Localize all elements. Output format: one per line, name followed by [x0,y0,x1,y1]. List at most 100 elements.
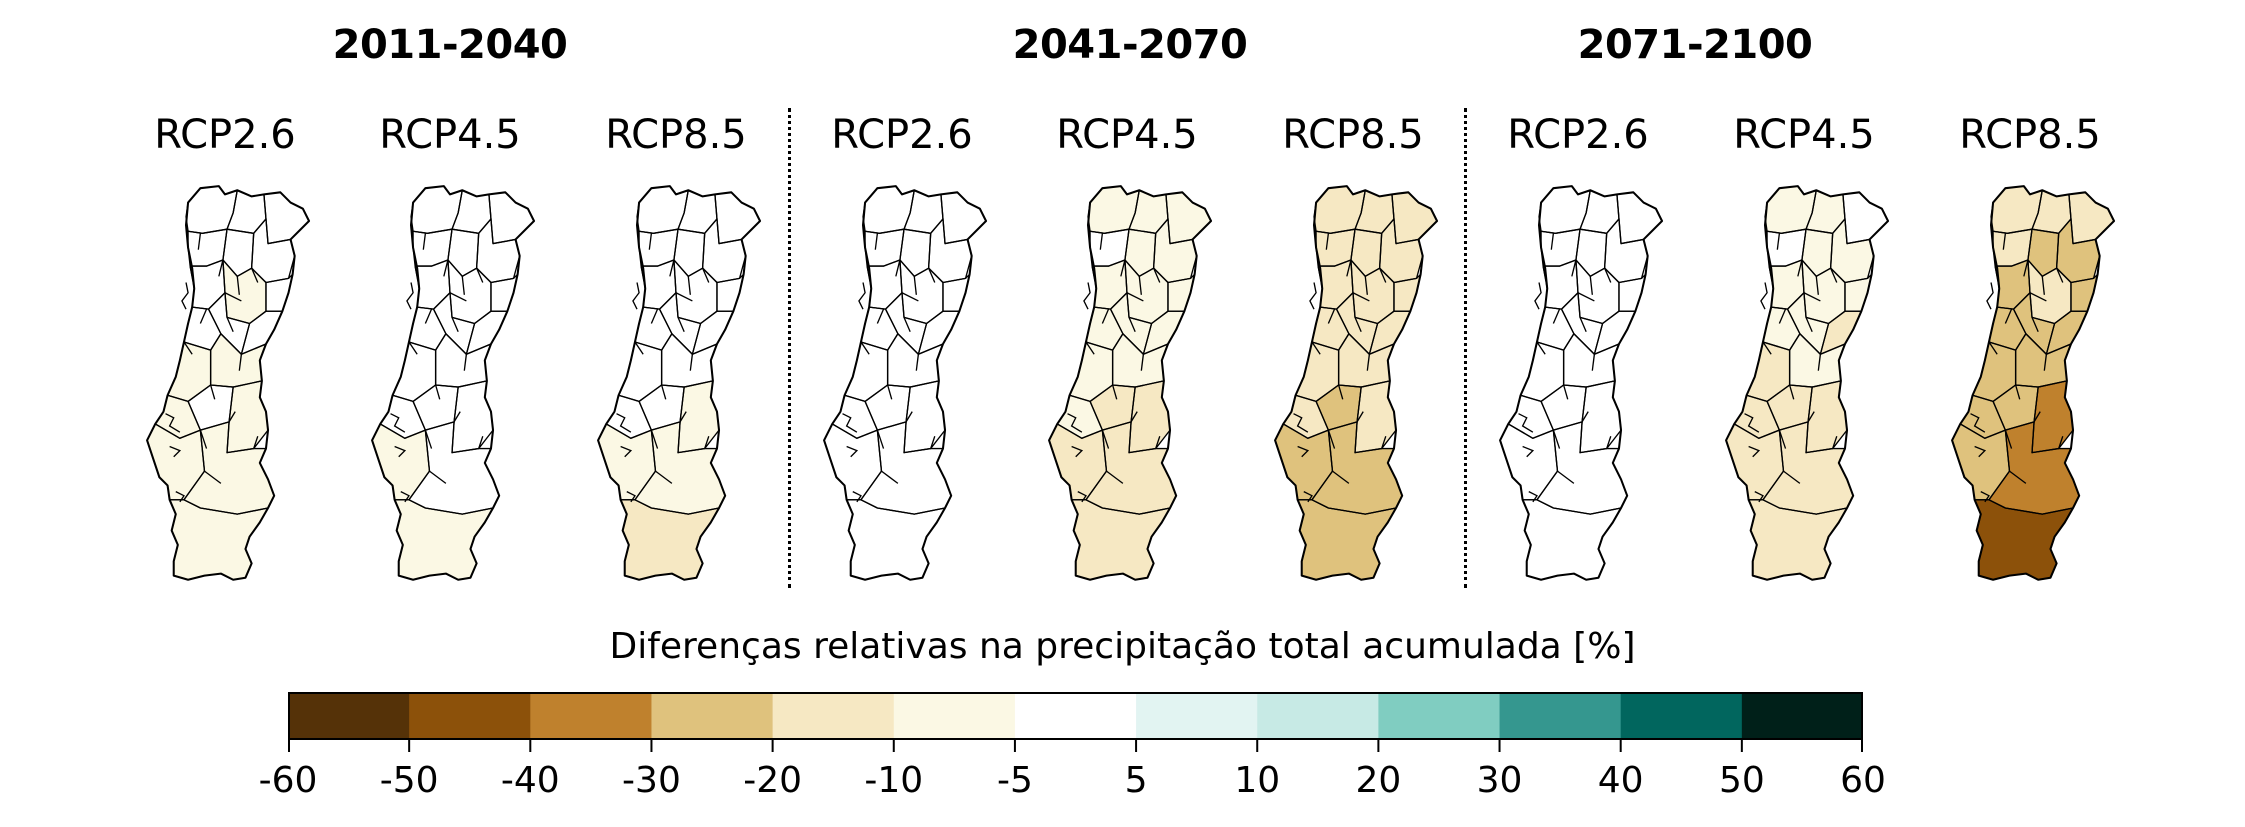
district-border [1552,429,1561,449]
district-region [435,333,491,388]
district-region [637,186,689,234]
legend-title: Diferenças relativas na precipitação tot… [609,626,1636,667]
district-border [1297,445,1310,458]
district-region [1580,380,1622,453]
district-region [413,385,459,431]
district-region [1952,423,2010,500]
district-border [1138,276,1142,295]
district-border [169,445,182,458]
district-border [655,470,673,484]
district-border [218,259,224,277]
district-region [1165,192,1212,244]
district-region [2032,380,2074,453]
district-region [1988,307,2026,351]
district-region [251,218,295,283]
district-region [2056,218,2100,283]
district-border [1604,267,1612,283]
district-region [1085,307,1123,351]
district-border [1754,491,1764,503]
district-region [1541,229,1581,267]
district-border [2043,354,2048,371]
district-region [1604,218,1648,283]
country-outline [597,185,762,581]
district-region [1500,423,1558,500]
colorbar-bin [893,692,1016,740]
district-region [183,307,221,351]
map-panel [1705,180,1905,590]
district-region [2070,274,2098,312]
district-border [876,429,885,449]
district-region [2068,192,2115,244]
district-region [227,380,269,453]
district-border [1581,411,1589,423]
district-border [2023,259,2029,277]
district-border [650,429,659,449]
district-border [1101,429,1110,449]
colorbar-tick-label: 40 [1597,760,1644,801]
colorbar-bin [772,692,895,740]
portugal-map [371,185,536,581]
district-border [238,354,243,371]
district-region [860,307,898,351]
district-region [394,499,494,580]
district-border [251,267,259,283]
district-region [661,333,717,388]
district-region [1069,341,1113,402]
district-border [1534,282,1542,310]
district-region [1167,274,1195,312]
district-border [1366,354,1371,371]
district-region [188,385,234,431]
district-region [1085,421,1177,515]
district-border [1815,276,1819,295]
district-region [702,218,746,283]
colorbar-tick-label: 5 [1124,760,1148,801]
district-border [478,436,484,449]
colorbar-tick-label: -40 [500,760,560,801]
district-border [2058,436,2064,449]
district-region [620,499,720,580]
colorbar-bin [288,692,410,740]
district-region [1391,192,1438,244]
district-region [1541,385,1587,431]
district-border [1606,436,1612,449]
district-border [905,411,913,423]
district-border [1557,470,1575,484]
district-region [263,192,310,244]
district-border [1381,436,1387,449]
district-region [716,274,744,312]
district-border [1830,267,1838,283]
portugal-map [597,185,762,581]
district-region [2027,229,2059,277]
district-border [689,354,694,371]
district-border [1099,233,1104,250]
district-border [928,267,936,283]
district-border [1744,413,1760,433]
district-region [1618,274,1646,312]
district-region [147,423,205,500]
district-border [199,308,208,324]
district-region [1318,259,1353,310]
district-border [1126,292,1144,302]
country-outline [823,185,988,581]
district-border [616,413,632,433]
colorbar-bin [1499,692,1622,740]
district-region [1960,395,2006,439]
district-region [183,421,275,515]
district-border [881,470,899,484]
district-border [846,445,859,458]
district-region [190,259,225,310]
district-region [1842,192,1889,244]
colorbar-bin [1620,692,1743,740]
district-region [411,186,463,234]
district-region [606,395,652,439]
district-region [832,395,878,439]
district-border [1528,491,1538,503]
district-border [1120,259,1126,277]
district-border [1356,411,1364,423]
district-region [1350,229,1382,277]
district-region [476,218,520,283]
map-panel [1931,180,2131,590]
scenario-label: RCP8.5 [1959,112,2101,158]
period-divider [788,108,791,588]
district-region [408,307,446,351]
